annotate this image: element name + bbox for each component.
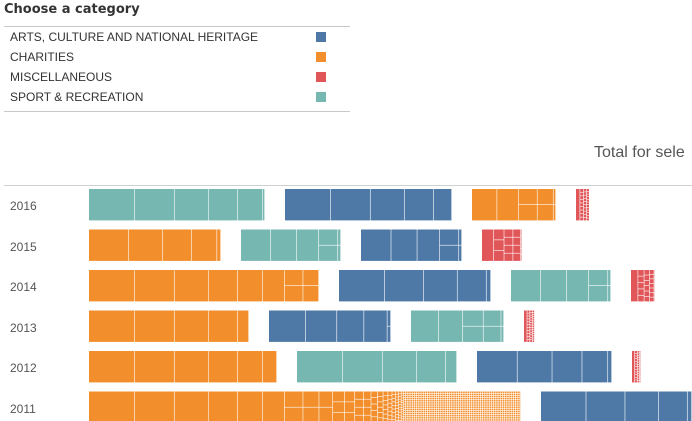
legend-label-charities: CHARITIES	[10, 50, 75, 64]
bar-2013-arts-culture-and-national-heritage[interactable]	[269, 310, 391, 342]
bar-2016-sport-recreation[interactable]	[89, 189, 265, 221]
bar-2012-charities[interactable]	[89, 351, 277, 383]
bar-2011-arts-culture-and-national-heritage[interactable]	[541, 391, 692, 421]
legend-swatch-arts	[316, 32, 326, 42]
bar-2012-miscellaneous[interactable]	[632, 351, 641, 383]
legend-item-charities[interactable]: CHARITIES	[4, 47, 350, 67]
bar-2015-sport-recreation[interactable]	[241, 229, 341, 261]
year-label-2015: 2015	[10, 239, 37, 254]
bar-2014-arts-culture-and-national-heritage[interactable]	[339, 270, 491, 302]
legend-label-sport: SPORT & RECREATION	[10, 90, 144, 104]
year-label-2012: 2012	[10, 361, 37, 375]
bar-2016-arts-culture-and-national-heritage[interactable]	[285, 189, 452, 221]
header-divider	[4, 185, 692, 186]
bar-2013-miscellaneous[interactable]	[524, 310, 535, 342]
legend-label-miscellaneous: MISCELLANEOUS	[10, 70, 113, 84]
bar-2015-miscellaneous[interactable]	[482, 229, 522, 261]
legend-title: Choose a category	[4, 0, 350, 27]
bar-2014-charities[interactable]	[89, 270, 319, 302]
bar-2012-arts-culture-and-national-heritage[interactable]	[477, 351, 612, 383]
bar-2016-charities[interactable]	[472, 189, 556, 221]
legend-swatch-charities	[316, 52, 326, 62]
legend-item-arts[interactable]: ARTS, CULTURE AND NATIONAL HERITAGE	[4, 27, 350, 47]
bar-2013-charities[interactable]	[89, 310, 249, 342]
legend-item-miscellaneous[interactable]: MISCELLANEOUS	[4, 67, 350, 87]
bar-2014-sport-recreation[interactable]	[511, 270, 611, 302]
bar-2012-sport-recreation[interactable]	[297, 351, 457, 383]
year-label-2011: 2011	[10, 401, 36, 416]
legend-swatch-miscellaneous	[316, 72, 326, 82]
bar-2015-charities[interactable]	[89, 229, 221, 261]
legend-item-sport[interactable]: SPORT & RECREATION	[4, 87, 350, 107]
chart-title: Total for sele	[594, 144, 685, 161]
bar-2014-miscellaneous[interactable]	[631, 270, 655, 302]
legend-swatch-sport	[316, 92, 326, 102]
bar-2013-sport-recreation[interactable]	[411, 310, 504, 342]
legend-divider	[4, 107, 350, 112]
category-legend: Choose a category ARTS, CULTURE AND NATI…	[4, 0, 350, 112]
bar-2011-charities[interactable]	[89, 391, 521, 421]
legend-label-arts: ARTS, CULTURE AND NATIONAL HERITAGE	[10, 30, 259, 44]
bar-2016-miscellaneous[interactable]	[576, 189, 589, 221]
bar-2015-arts-culture-and-national-heritage[interactable]	[361, 229, 462, 261]
year-label-2014: 2014	[10, 280, 37, 294]
year-label-2013: 2013	[10, 320, 37, 335]
year-label-2016: 2016	[10, 199, 37, 213]
